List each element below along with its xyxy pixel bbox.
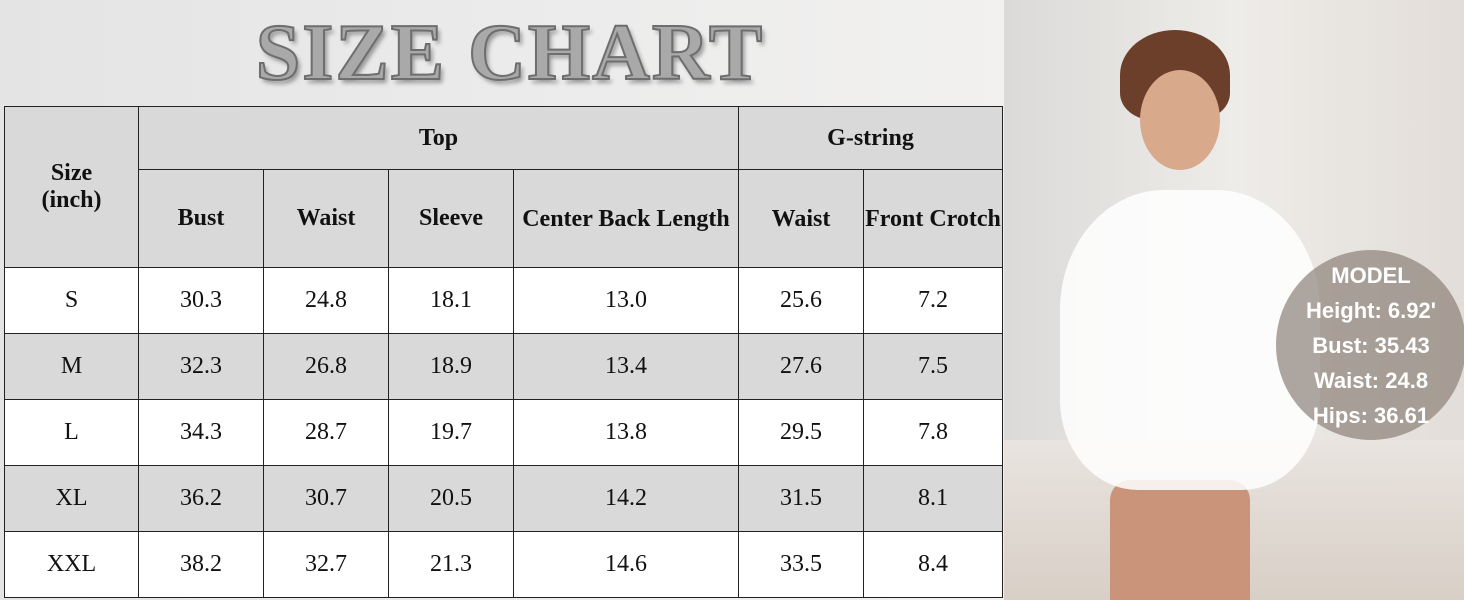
size-cell: XXL: [4, 531, 139, 598]
model-hips: Hips: 36.61: [1312, 403, 1430, 428]
size-table: Size (inch) Top G-string Bust Waist Sleeve…: [4, 106, 1003, 598]
model-height: Height: 6.92': [1306, 298, 1436, 323]
model-legs: [1110, 480, 1250, 600]
value-cell: 14.2: [513, 465, 739, 532]
column-header: Bust: [138, 169, 264, 268]
group-gstring: G-string: [738, 106, 1003, 170]
size-chart-title: SIZE CHART: [255, 8, 765, 98]
model-bust: Bust: 35.43: [1312, 333, 1430, 358]
value-cell: 26.8: [263, 333, 389, 400]
value-cell: 24.8: [263, 267, 389, 334]
model-waist: Waist: 24.8: [1313, 368, 1429, 393]
size-label: Size: [50, 160, 93, 186]
value-cell: 13.8: [513, 399, 739, 466]
size-cell: L: [4, 399, 139, 466]
group-top: Top: [138, 106, 739, 170]
value-cell: 13.0: [513, 267, 739, 334]
value-cell: 33.5: [738, 531, 864, 598]
value-cell: 36.2: [138, 465, 264, 532]
value-cell: 30.7: [263, 465, 389, 532]
column-header: Center Back Length: [513, 169, 739, 268]
value-cell: 32.3: [138, 333, 264, 400]
size-header: Size (inch): [4, 106, 139, 268]
value-cell: 38.2: [138, 531, 264, 598]
model-info-badge: MODEL Height: 6.92' Bust: 35.43 Waist: 2…: [1276, 250, 1464, 440]
table-row: L 34.3 28.7 19.7 13.8 29.5 7.8: [4, 399, 1003, 466]
value-cell: 7.8: [863, 399, 1003, 466]
value-cell: 29.5: [738, 399, 864, 466]
table-row: S 30.3 24.8 18.1 13.0 25.6 7.2: [4, 267, 1003, 334]
size-cell: M: [4, 333, 139, 400]
value-cell: 8.4: [863, 531, 1003, 598]
value-cell: 30.3: [138, 267, 264, 334]
column-header: Front Crotch: [863, 169, 1003, 268]
value-cell: 20.5: [388, 465, 514, 532]
value-cell: 14.6: [513, 531, 739, 598]
table-row: XXL 38.2 32.7 21.3 14.6 33.5 8.4: [4, 531, 1003, 598]
value-cell: 32.7: [263, 531, 389, 598]
unit-label: (inch): [41, 187, 102, 213]
value-cell: 31.5: [738, 465, 864, 532]
column-header: Sleeve: [388, 169, 514, 268]
value-cell: 18.1: [388, 267, 514, 334]
value-cell: 19.7: [388, 399, 514, 466]
column-header: Waist: [738, 169, 864, 268]
value-cell: 7.2: [863, 267, 1003, 334]
table-row: M 32.3 26.8 18.9 13.4 27.6 7.5: [4, 333, 1003, 400]
value-cell: 21.3: [388, 531, 514, 598]
value-cell: 27.6: [738, 333, 864, 400]
value-cell: 25.6: [738, 267, 864, 334]
model-face: [1140, 70, 1220, 170]
model-heading: MODEL: [1331, 263, 1411, 288]
size-cell: XL: [4, 465, 139, 532]
value-cell: 28.7: [263, 399, 389, 466]
table-row: XL 36.2 30.7 20.5 14.2 31.5 8.1: [4, 465, 1003, 532]
value-cell: 34.3: [138, 399, 264, 466]
size-cell: S: [4, 267, 139, 334]
column-header: Waist: [263, 169, 389, 268]
value-cell: 7.5: [863, 333, 1003, 400]
value-cell: 13.4: [513, 333, 739, 400]
value-cell: 18.9: [388, 333, 514, 400]
value-cell: 8.1: [863, 465, 1003, 532]
